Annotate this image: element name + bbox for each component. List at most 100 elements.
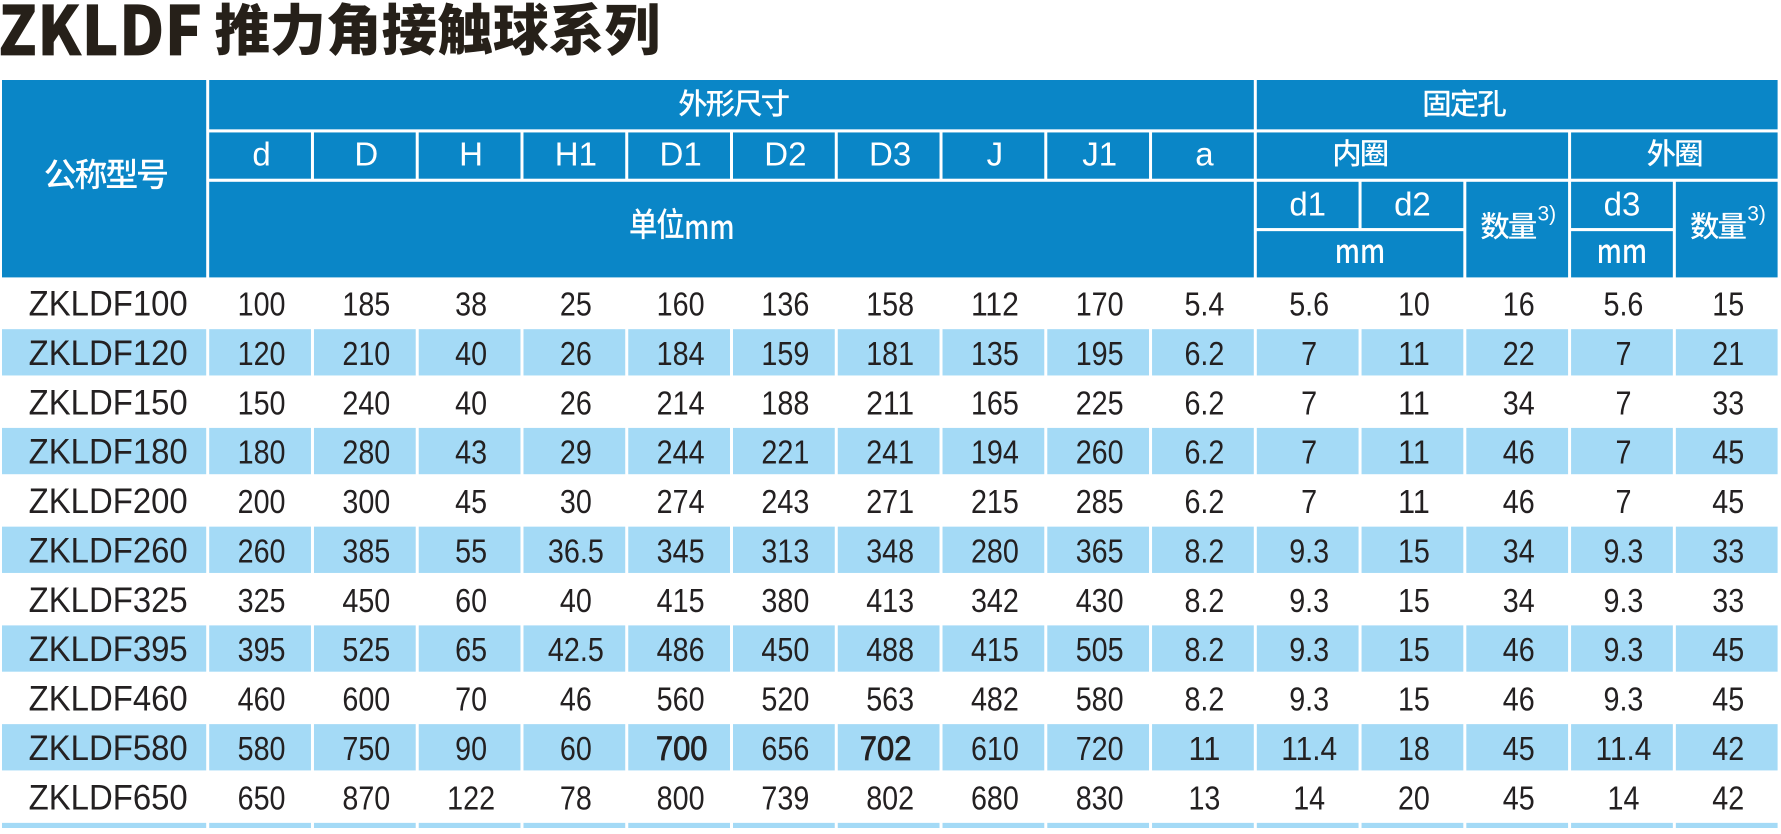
svg-text:488: 488 [866,632,914,669]
svg-text:160: 160 [657,287,705,324]
svg-text:10: 10 [1398,287,1430,324]
svg-text:313: 313 [761,533,809,570]
svg-text:8.2: 8.2 [1184,682,1224,719]
svg-text:120: 120 [238,336,286,373]
svg-text:11.4: 11.4 [1596,731,1652,768]
svg-text:45: 45 [455,484,487,521]
svg-text:274: 274 [657,484,705,521]
svg-text:11.4: 11.4 [1281,731,1337,768]
svg-text:6.2: 6.2 [1184,385,1224,422]
svg-text:520: 520 [761,682,809,719]
svg-text:150: 150 [238,385,286,422]
svg-text:180: 180 [238,435,286,472]
svg-text:8.2: 8.2 [1184,632,1224,669]
svg-text:482: 482 [971,682,1019,719]
svg-text:45: 45 [1503,780,1535,817]
svg-text:750: 750 [342,731,390,768]
svg-text:348: 348 [866,533,914,570]
svg-text:d: d [252,136,270,173]
svg-text:280: 280 [971,533,1019,570]
svg-text:260: 260 [1076,435,1124,472]
svg-text:7: 7 [1615,435,1631,472]
svg-text:185: 185 [342,287,390,324]
svg-text:J1: J1 [1082,136,1117,173]
svg-text:580: 580 [238,731,286,768]
svg-text:29: 29 [560,435,592,472]
svg-text:38: 38 [455,287,487,324]
svg-text:D2: D2 [764,136,806,173]
svg-text:34: 34 [1503,385,1535,422]
svg-text:430: 430 [1076,583,1124,620]
svg-text:194: 194 [971,435,1019,472]
svg-text:241: 241 [866,435,914,472]
svg-text:385: 385 [342,533,390,570]
svg-text:15: 15 [1712,287,1744,324]
svg-text:d2: d2 [1394,186,1431,223]
svg-text:215: 215 [971,484,1019,521]
svg-text:ZKLDF120: ZKLDF120 [29,334,188,373]
svg-text:3): 3) [1538,203,1557,226]
svg-text:260: 260 [238,533,286,570]
svg-text:6.2: 6.2 [1184,484,1224,521]
svg-text:365: 365 [1076,533,1124,570]
svg-text:15: 15 [1398,632,1430,669]
svg-text:42: 42 [1712,731,1744,768]
svg-text:415: 415 [971,632,1019,669]
svg-text:36.5: 36.5 [548,533,604,570]
svg-text:13: 13 [1188,780,1220,817]
svg-text:43: 43 [455,435,487,472]
svg-text:33: 33 [1712,533,1744,570]
svg-text:D3: D3 [869,136,911,173]
svg-text:580: 580 [1076,682,1124,719]
svg-text:H: H [459,136,483,173]
svg-text:40: 40 [560,583,592,620]
svg-text:188: 188 [761,385,809,422]
svg-text:200: 200 [238,484,286,521]
svg-text:345: 345 [657,533,705,570]
svg-text:450: 450 [342,583,390,620]
svg-text:15: 15 [1398,682,1430,719]
svg-text:9.3: 9.3 [1289,632,1329,669]
svg-text:3): 3) [1747,203,1766,226]
svg-text:100: 100 [238,287,286,324]
svg-text:700: 700 [656,730,708,768]
svg-text:181: 181 [866,336,914,373]
svg-text:40: 40 [455,385,487,422]
svg-text:26: 26 [560,336,592,373]
svg-text:9.3: 9.3 [1604,533,1644,570]
svg-text:60: 60 [455,583,487,620]
svg-text:40: 40 [455,336,487,373]
svg-text:33: 33 [1712,385,1744,422]
svg-text:8.2: 8.2 [1184,583,1224,620]
svg-text:ZKLDF200: ZKLDF200 [29,482,188,521]
svg-text:46: 46 [1503,632,1535,669]
svg-text:342: 342 [971,583,1019,620]
svg-text:300: 300 [342,484,390,521]
svg-text:ZKLDF150: ZKLDF150 [29,383,188,422]
svg-text:240: 240 [342,385,390,422]
svg-text:11: 11 [1398,336,1430,373]
svg-text:159: 159 [761,336,809,373]
svg-text:45: 45 [1712,682,1744,719]
svg-text:280: 280 [342,435,390,472]
svg-text:680: 680 [971,780,1019,817]
svg-text:7: 7 [1301,336,1317,373]
svg-text:165: 165 [971,385,1019,422]
svg-text:225: 225 [1076,385,1124,422]
svg-text:210: 210 [342,336,390,373]
svg-text:d3: d3 [1604,186,1641,223]
svg-text:112: 112 [971,287,1019,324]
svg-text:486: 486 [657,632,705,669]
svg-text:6.2: 6.2 [1184,336,1224,373]
svg-text:16: 16 [1503,287,1535,324]
svg-text:11: 11 [1398,435,1430,472]
svg-text:d1: d1 [1289,186,1326,223]
svg-text:30: 30 [560,484,592,521]
svg-text:600: 600 [342,682,390,719]
svg-text:9.3: 9.3 [1289,583,1329,620]
svg-text:60: 60 [560,731,592,768]
svg-text:ZKLDF580: ZKLDF580 [29,729,188,768]
svg-text:9.3: 9.3 [1604,583,1644,620]
svg-text:380: 380 [761,583,809,620]
svg-text:7: 7 [1615,385,1631,422]
